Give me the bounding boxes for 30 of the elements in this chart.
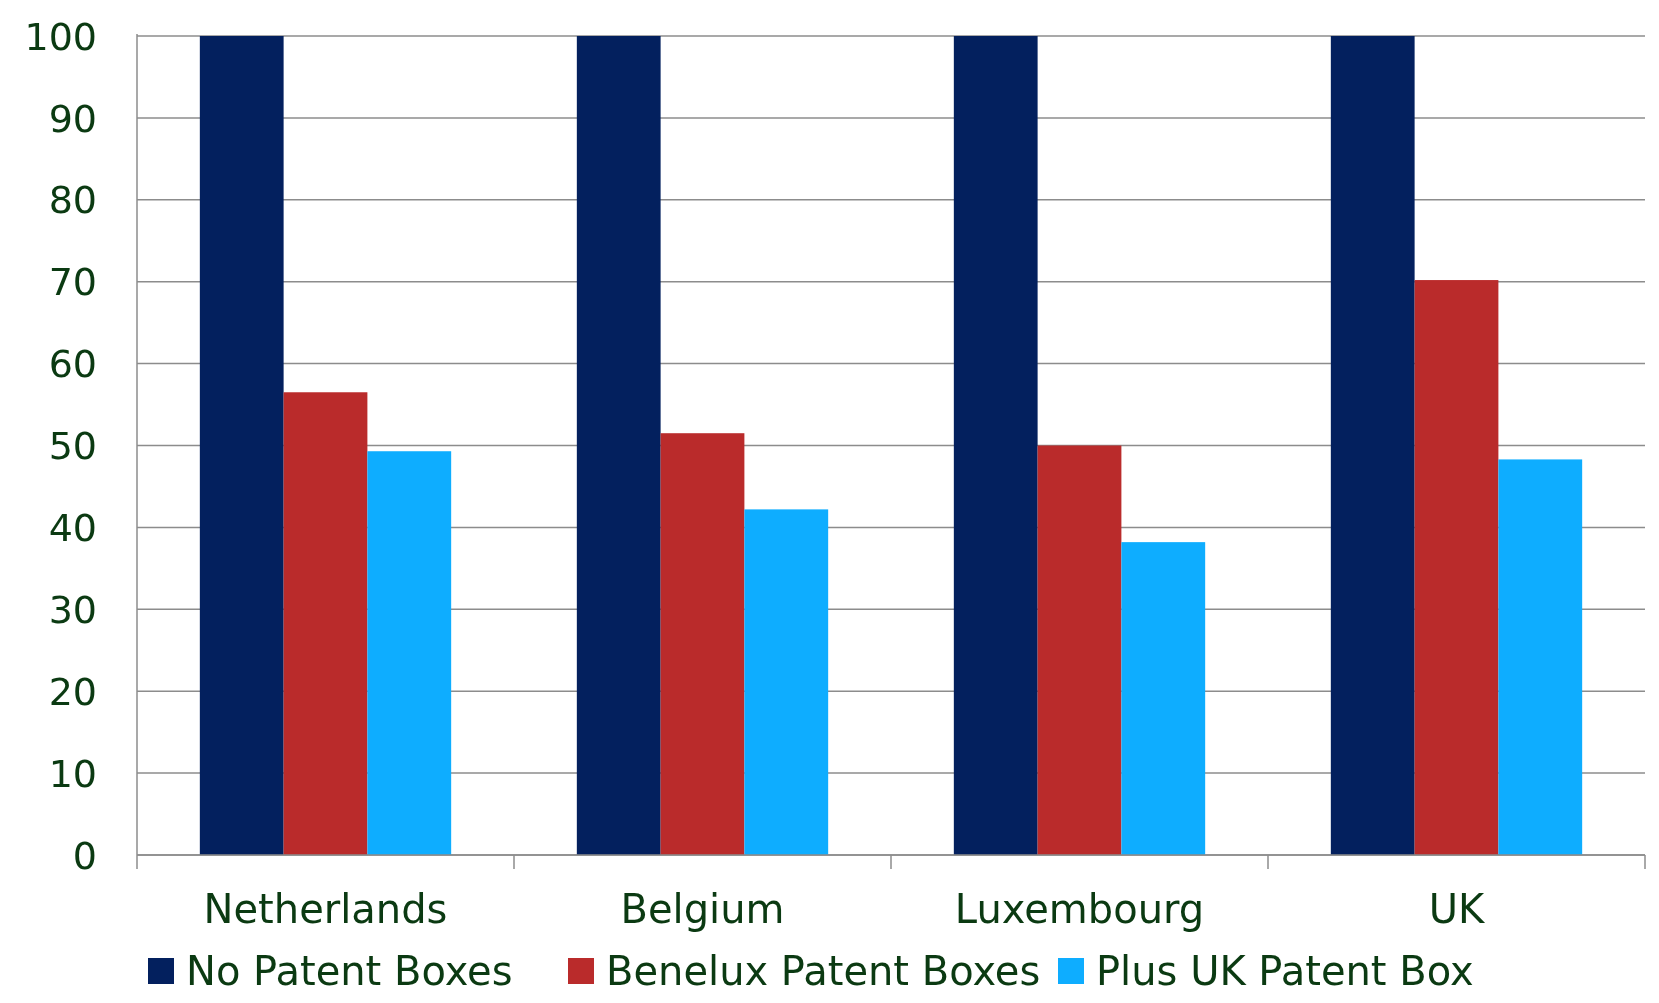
y-tick-label: 80 [48,178,97,223]
bar [1037,445,1122,855]
y-tick-label: 20 [48,669,97,714]
y-tick-label: 70 [48,260,97,305]
legend-label: Benelux Patent Boxes [606,948,1041,995]
y-tick-label: 60 [48,342,97,387]
bar [576,36,661,855]
bar [660,433,745,855]
bar [953,36,1038,855]
y-tick-label: 40 [48,506,97,551]
bar [367,451,452,855]
y-tick-label: 30 [48,587,97,632]
bar [1498,459,1583,855]
legend-label: No Patent Boxes [186,948,513,995]
x-tick-label: Luxembourg [954,886,1205,932]
x-tick-label: Belgium [620,886,785,932]
bar [1414,280,1499,855]
y-tick-label: 100 [24,14,97,59]
y-tick-label: 0 [72,833,97,878]
x-tick-label: UK [1428,886,1487,932]
bar [199,36,284,855]
bar [283,392,368,855]
bar [744,509,829,855]
bar [1121,542,1206,855]
y-tick-label: 90 [48,96,97,141]
bar [1330,36,1415,855]
legend-label: Plus UK Patent Box [1096,948,1474,995]
y-tick-label: 10 [48,751,97,796]
x-tick-label: Netherlands [203,886,448,932]
y-tick-label: 50 [48,424,97,469]
